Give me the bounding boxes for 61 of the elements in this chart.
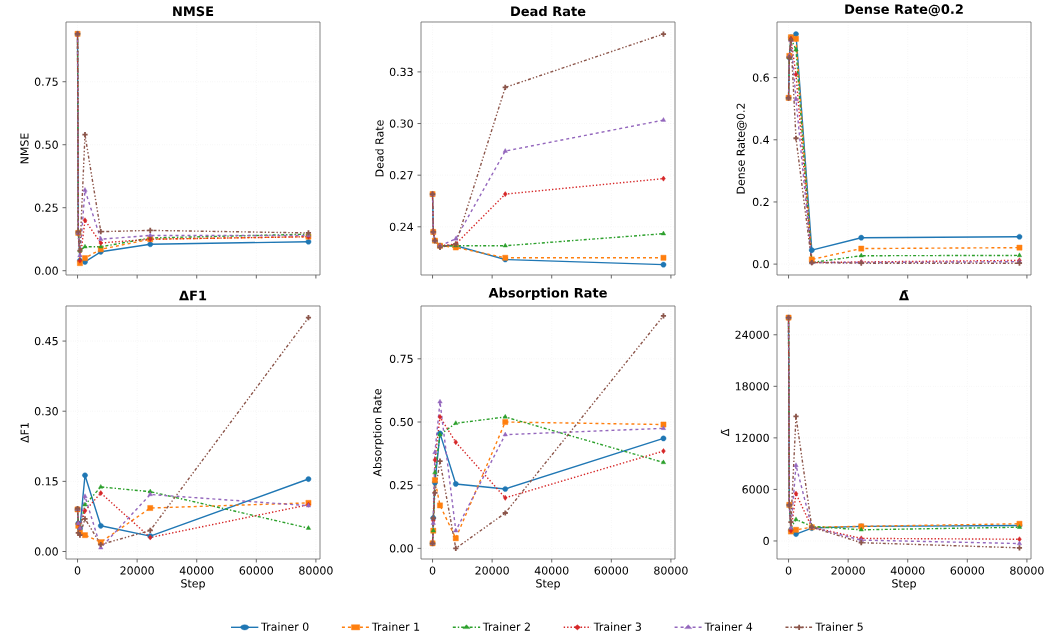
y-tick-label: 24000 [735, 330, 769, 339]
chart-title: NMSE [173, 6, 214, 17]
y-tick-label: 0 [763, 536, 769, 546]
y-tick-label: 0.15 [34, 477, 58, 486]
y-tick-label: 18000 [735, 382, 769, 391]
y-tick-label: 12000 [735, 433, 769, 443]
x-tick-label: 80000 [299, 566, 333, 575]
y-tick-label: 6000 [742, 485, 769, 494]
legend-label: Trainer 2 [482, 622, 530, 631]
y-tick-label: 0.2 [752, 197, 769, 207]
y-tick-label: 0.25 [34, 203, 58, 212]
legend-label: Trainer 1 [371, 622, 420, 631]
y-tick-label: 0.0 [752, 259, 769, 269]
legend-label: Trainer 4 [704, 622, 753, 631]
legend-label: Trainer 5 [815, 622, 863, 631]
chart-title: Dead Rate [511, 6, 586, 17]
x-axis-title: Step [536, 579, 560, 590]
chart-title: ΔF1 [179, 290, 207, 301]
y-axis-title: Dead Rate [375, 120, 384, 177]
y-tick-label: 0.27 [389, 171, 413, 180]
x-tick-label: 80000 [1010, 566, 1044, 575]
y-tick-label: 0.75 [389, 354, 413, 363]
x-tick-label: 60000 [239, 566, 274, 575]
x-axis-title: Step [892, 579, 916, 590]
chart-title: Dense Rate@0.2 [845, 4, 963, 17]
y-axis-title: Dense Rate@0.2 [736, 103, 747, 194]
x-tick-label: 40000 [890, 566, 925, 575]
x-tick-label: 20000 [120, 566, 154, 575]
y-tick-label: 0.50 [34, 140, 58, 149]
x-tick-label: 80000 [654, 566, 688, 575]
chart-title: Δ̄ [899, 290, 909, 301]
y-tick-label: 0.00 [34, 547, 58, 556]
x-tick-label: 0 [785, 566, 792, 575]
x-tick-label: 40000 [179, 566, 214, 575]
legend-label: Trainer 3 [593, 622, 641, 631]
chart-title: Absorption Rate [488, 287, 607, 301]
x-tick-label: 20000 [831, 566, 865, 575]
x-tick-label: 60000 [950, 566, 985, 575]
y-tick-label: 0.24 [389, 222, 414, 231]
x-tick-label: 0 [74, 566, 81, 575]
y-tick-label: 0.75 [34, 77, 58, 86]
y-tick-label: 0.50 [389, 417, 413, 427]
y-tick-label: 0.00 [389, 544, 413, 553]
legend-label: Trainer 0 [261, 622, 309, 631]
x-tick-label: 40000 [534, 566, 569, 575]
y-axis-title: ΔF1 [20, 423, 29, 443]
y-axis-title: Absorption Rate [372, 388, 384, 477]
y-tick-label: 0.33 [389, 67, 413, 77]
y-tick-label: 0.30 [34, 407, 58, 416]
x-tick-label: 60000 [594, 566, 629, 575]
y-axis-title: Δ̄ [720, 428, 730, 437]
y-tick-label: 0.6 [752, 73, 769, 82]
y-axis-title: NMSE [20, 133, 29, 164]
x-tick-label: 20000 [475, 566, 509, 575]
x-axis-title: Step [181, 579, 205, 590]
y-tick-label: 0.00 [34, 266, 58, 275]
y-tick-label: 0.25 [389, 481, 413, 490]
y-tick-label: 0.45 [34, 336, 58, 346]
x-tick-label: 0 [429, 566, 436, 575]
y-tick-label: 0.4 [752, 135, 770, 144]
y-tick-label: 0.30 [389, 119, 413, 128]
